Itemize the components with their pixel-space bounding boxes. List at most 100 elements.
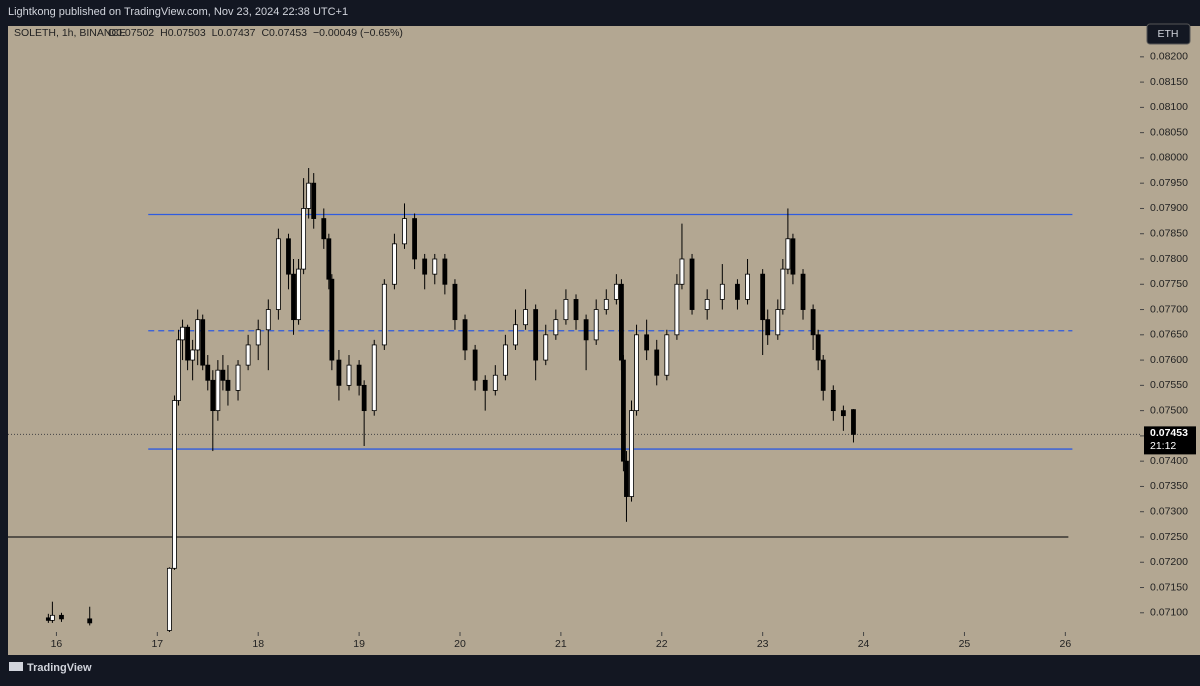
y-tick-label: 0.07500 (1150, 404, 1188, 416)
y-tick-label: 0.07800 (1150, 253, 1188, 265)
candle-body (765, 319, 771, 336)
candle-body (603, 299, 609, 310)
candle-body (381, 283, 387, 346)
candle-body (296, 268, 301, 321)
y-tick-label: 0.07600 (1150, 354, 1188, 366)
candle-body (820, 359, 826, 391)
candle-body (472, 349, 478, 381)
candle-body (482, 379, 488, 391)
y-tick-label: 0.07400 (1150, 455, 1188, 467)
candle-body (329, 278, 335, 361)
candle-body (719, 283, 725, 300)
candle-body (851, 409, 856, 435)
candle-body (679, 258, 685, 285)
candle-body (245, 344, 251, 366)
candle-body (452, 283, 458, 321)
x-tick-label: 26 (1059, 638, 1071, 650)
candle-body (780, 268, 786, 310)
candle-body (356, 364, 362, 386)
y-tick-label: 0.07850 (1150, 228, 1188, 240)
candle-body (371, 344, 377, 412)
candle-body (674, 283, 680, 336)
candle-body (785, 238, 791, 270)
candle-body (563, 299, 569, 321)
candle-body (573, 299, 579, 321)
legend-value: −0.00049 (−0.65%) (313, 27, 403, 39)
currency-button[interactable] (1146, 23, 1191, 45)
candle-body (180, 326, 185, 341)
candle-body (346, 364, 352, 386)
candle-body (800, 273, 806, 310)
x-tick-label: 17 (151, 638, 163, 650)
candle-body (291, 273, 296, 321)
x-tick-label: 21 (555, 638, 567, 650)
y-tick-label: 0.07750 (1150, 278, 1188, 290)
candle-body (412, 218, 417, 260)
candle-body (311, 182, 317, 219)
candle-body (523, 309, 528, 326)
chart-background (8, 26, 1200, 655)
y-tick-label: 0.08150 (1150, 76, 1188, 88)
y-tick-label: 0.07950 (1150, 177, 1188, 189)
candle-body (621, 359, 626, 462)
last-price-label: 0.07453 (1150, 427, 1188, 439)
candle-body (190, 349, 196, 361)
candle-body (49, 614, 55, 621)
candle-body (735, 283, 740, 300)
x-tick-label: 18 (252, 638, 264, 650)
y-tick-label: 0.07550 (1150, 379, 1188, 391)
candle-body (830, 390, 836, 412)
candle-body (553, 319, 559, 336)
legend-value: C0.07453 (261, 27, 307, 39)
candle-body (361, 384, 367, 412)
candle-body (205, 364, 211, 381)
candle-body (543, 334, 549, 361)
y-tick-label: 0.08000 (1150, 152, 1188, 164)
y-tick-label: 0.07150 (1150, 581, 1188, 593)
x-tick-label: 19 (353, 638, 365, 650)
y-tick-label: 0.07650 (1150, 329, 1188, 341)
y-tick-label: 0.07900 (1150, 202, 1188, 214)
x-tick-label: 20 (454, 638, 466, 650)
y-tick-label: 0.08100 (1150, 101, 1188, 113)
candle-body (654, 349, 660, 376)
candle-body (185, 326, 190, 361)
candle-body (533, 309, 539, 361)
currency-button-label[interactable]: ETH (1158, 28, 1179, 40)
candle-body (745, 273, 750, 300)
candle-body (492, 374, 498, 391)
x-tick-label: 24 (858, 638, 870, 650)
candle-body (306, 182, 312, 209)
candle-body (336, 359, 342, 386)
candle-body (301, 208, 307, 270)
y-tick-label: 0.08200 (1150, 51, 1188, 63)
legend-value: O0.07502 (108, 27, 154, 39)
symbol: SOLETH, 1h, BINANCE (14, 27, 126, 39)
last-price-tag (1144, 426, 1196, 455)
candle-body (462, 319, 468, 351)
candle-body (432, 258, 438, 275)
candle-body (619, 283, 624, 361)
plot (8, 168, 1140, 632)
legend-value: H0.07503 (160, 27, 206, 39)
candle-body (442, 258, 448, 285)
candle-body (704, 299, 710, 310)
candle-body (167, 567, 172, 631)
candle-body (664, 334, 670, 376)
candle-body (513, 324, 518, 346)
candle-body (275, 238, 281, 310)
candle-body (172, 400, 177, 569)
candle-body (87, 618, 93, 624)
y-tick-label: 0.07100 (1150, 607, 1188, 619)
candle-body (815, 334, 821, 361)
candle-body (255, 329, 261, 346)
candle-body (644, 334, 650, 351)
candle-body (225, 379, 231, 391)
candle-body (210, 379, 216, 412)
y-tick-label: 0.07250 (1150, 531, 1188, 543)
candle-body (583, 319, 589, 341)
candle-body (629, 410, 634, 497)
y-tick-label: 0.08050 (1150, 126, 1188, 138)
candle-body (775, 309, 781, 336)
